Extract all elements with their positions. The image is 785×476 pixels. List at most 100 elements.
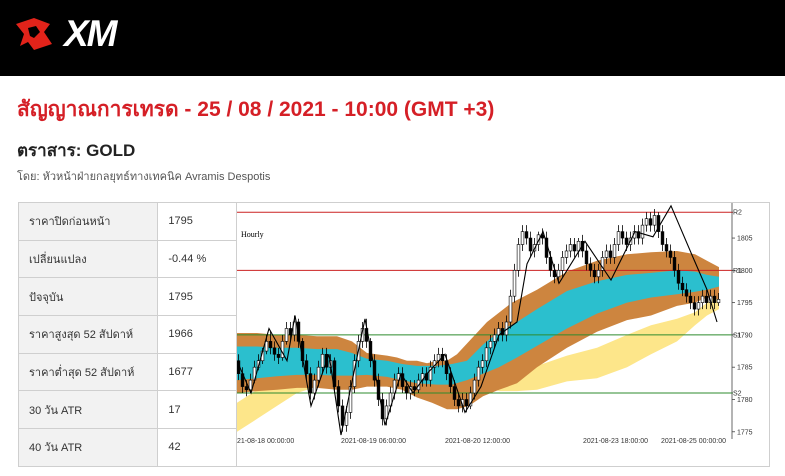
candle-body bbox=[484, 347, 489, 362]
candle-body bbox=[492, 334, 497, 342]
candle-body bbox=[488, 341, 493, 349]
candle-body bbox=[528, 237, 533, 252]
stat-label: ราคาสูงสุด 52 สัปดาห์ bbox=[17, 315, 159, 354]
stat-label: ราคาปิดก่อนหน้า bbox=[17, 202, 159, 241]
candle-body bbox=[696, 302, 701, 310]
candle-body bbox=[640, 224, 645, 239]
stat-label: 30 วัน ATR bbox=[17, 390, 159, 430]
price-chart-svg: Hourly R2 R1 S1 S2 1775 1780 1785 1790 1795 1800… bbox=[237, 203, 753, 445]
candle-body bbox=[276, 353, 281, 358]
candle-body bbox=[656, 215, 661, 232]
candle-body bbox=[652, 215, 657, 226]
y-tick-label: 1790 bbox=[737, 332, 753, 339]
candle-body bbox=[604, 250, 609, 258]
candle-body bbox=[272, 347, 277, 355]
candles-layer bbox=[237, 209, 721, 432]
candle-body bbox=[268, 341, 273, 349]
stat-value: 17 bbox=[157, 390, 237, 430]
candle-body bbox=[456, 399, 461, 407]
candle-body bbox=[400, 373, 405, 387]
candle-body bbox=[480, 360, 485, 368]
candle-body bbox=[244, 386, 249, 391]
y-tick-label: 1775 bbox=[737, 429, 753, 436]
candle-body bbox=[312, 379, 317, 394]
candle-body bbox=[264, 341, 269, 352]
stat-value: 1677 bbox=[157, 352, 237, 392]
candle-body bbox=[568, 244, 573, 252]
candle-body bbox=[684, 289, 689, 297]
stat-value: 42 bbox=[157, 428, 237, 467]
candle-body bbox=[296, 321, 301, 342]
candle-body bbox=[404, 386, 409, 394]
y-tick-label: 1780 bbox=[737, 397, 753, 404]
candle-body bbox=[468, 392, 473, 407]
table-row: 30 วัน ATR 17 bbox=[17, 390, 237, 430]
x-tick-label: 2021-08-19 06:00:00 bbox=[341, 438, 406, 445]
timeframe-label: Hourly bbox=[241, 230, 264, 239]
candle-body bbox=[284, 328, 289, 342]
level-label-r2: R2 bbox=[733, 210, 742, 217]
candle-body bbox=[668, 250, 673, 258]
candle-body bbox=[316, 366, 321, 381]
candle-body bbox=[320, 353, 325, 368]
candle-body bbox=[688, 295, 693, 303]
candle-body bbox=[584, 250, 589, 265]
candle-body bbox=[444, 360, 449, 374]
candle-body bbox=[512, 270, 517, 297]
stat-label: ราคาต่ำสุด 52 สัปดาห์ bbox=[17, 352, 159, 392]
candle-body bbox=[680, 282, 685, 291]
candle-body bbox=[472, 379, 477, 394]
candle-body bbox=[344, 412, 349, 426]
stat-value: 1795 bbox=[157, 277, 237, 317]
candle-body bbox=[672, 257, 677, 271]
x-tick-label: 2021-08-25 00:00:00 bbox=[661, 438, 726, 445]
candle-body bbox=[524, 231, 529, 239]
candle-body bbox=[564, 250, 569, 258]
stat-label: เปลี่ยนแปลง bbox=[17, 239, 159, 279]
candle-body bbox=[304, 360, 309, 374]
candle-body bbox=[336, 386, 341, 407]
candle-body bbox=[620, 231, 625, 239]
candle-body bbox=[616, 231, 621, 245]
axis-layer: 1775 1780 1785 1790 1795 1800 1805 21-08-18 00:… bbox=[237, 203, 753, 445]
candle-body bbox=[464, 399, 469, 407]
table-row: 40 วัน ATR 42 bbox=[17, 428, 237, 467]
candle-body bbox=[556, 270, 561, 278]
zigzag-layer bbox=[237, 204, 718, 436]
y-tick-label: 1800 bbox=[737, 268, 753, 275]
table-row: ปัจจุบัน 1795 bbox=[17, 277, 237, 317]
candle-body bbox=[692, 302, 697, 310]
xm-logo[interactable]: XM bbox=[14, 14, 144, 54]
page-title: สัญญาณการเทรด - 25 / 08 / 2021 - 10:00 (… bbox=[17, 98, 495, 121]
candle-body bbox=[676, 270, 681, 284]
bands-layer bbox=[237, 251, 719, 432]
table-row: ราคาต่ำสุด 52 สัปดาห์ 1677 bbox=[17, 352, 237, 392]
level-label-s1: S1 bbox=[733, 332, 742, 339]
stat-value: -0.44 % bbox=[157, 239, 237, 279]
candle-body bbox=[588, 263, 593, 271]
candle-body bbox=[332, 360, 337, 387]
candle-body bbox=[664, 244, 669, 252]
candle-body bbox=[452, 386, 457, 400]
candle-body bbox=[648, 218, 653, 226]
candle-body bbox=[600, 257, 605, 271]
stats-table: ราคาปิดก่อนหน้า 1795 เปลี่ยนแปลง -0.44 % ป… bbox=[17, 202, 237, 467]
x-tick-label: 2021-08-23 18:00:00 bbox=[583, 438, 648, 445]
level-label-s2: S2 bbox=[733, 391, 742, 398]
price-chart: Hourly R2 R1 S1 S2 1775 1780 1785 1790 1795 1800… bbox=[236, 202, 770, 467]
xm-logo-mark-icon bbox=[16, 18, 52, 50]
candle-body bbox=[352, 360, 357, 387]
candle-body bbox=[308, 373, 313, 394]
candle-body bbox=[572, 244, 577, 252]
y-tick-label: 1795 bbox=[737, 300, 753, 307]
candle-body bbox=[476, 366, 481, 381]
instrument-title: ตราสาร: GOLD bbox=[17, 141, 136, 160]
candle-body bbox=[508, 295, 513, 323]
table-row: ราคาสูงสุด 52 สัปดาห์ 1966 bbox=[17, 315, 237, 354]
candle-body bbox=[428, 366, 433, 381]
candle-body bbox=[716, 299, 721, 303]
stat-value: 1966 bbox=[157, 315, 237, 354]
candle-body bbox=[596, 270, 601, 278]
candle-body bbox=[516, 244, 521, 271]
candle-body bbox=[624, 237, 629, 245]
